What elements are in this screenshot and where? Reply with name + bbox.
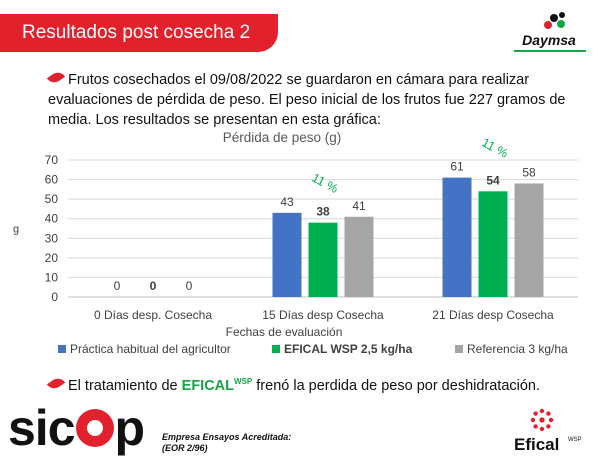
efical-product-text: EFICAL: [181, 377, 235, 394]
annotation-label: 11 %: [309, 171, 340, 196]
bar: [514, 183, 544, 297]
bar: [272, 212, 302, 297]
weight-loss-chart: Pérdida de peso (g) 0 10 20 30 40 50 60 70 g 0 Día…: [13, 130, 578, 356]
bar: [442, 177, 472, 297]
y-tick-label: 20: [45, 251, 59, 265]
daymsa-logo: Daymsa: [514, 12, 586, 52]
daymsa-logo-text: Daymsa: [522, 32, 576, 48]
conclusion-prefix: El tratamiento de: [68, 377, 182, 394]
bar: [478, 191, 508, 297]
page-title: Resultados post cosecha 2: [0, 14, 278, 52]
y-tick-label: 0: [51, 290, 58, 304]
bar: [308, 222, 338, 297]
legend-swatch: [272, 345, 280, 353]
legend-swatch: [58, 345, 66, 353]
efical-logo-sup: WSP: [568, 437, 582, 443]
annotation-label: 11 %: [479, 135, 510, 160]
data-label: 0: [150, 279, 157, 293]
conclusion-text: El tratamiento de EFICALWSP frenó la per…: [46, 375, 541, 394]
data-label: 41: [352, 199, 366, 213]
chart-title: Pérdida de peso (g): [223, 130, 342, 145]
y-tick-label: 30: [45, 231, 59, 245]
data-label: 58: [522, 165, 536, 179]
x-tick-label: 21 Días desp Cosecha: [432, 308, 554, 322]
y-tick-label: 60: [45, 173, 59, 187]
efical-product-sup: WSP: [234, 377, 253, 386]
legend-label: Referencia 3 kg/ha: [467, 342, 568, 356]
y-tick-label: 50: [45, 192, 59, 206]
y-tick-label: 70: [45, 153, 59, 167]
y-axis-label: g: [13, 224, 19, 236]
y-tick-label: 40: [45, 212, 59, 226]
legend-swatch: [455, 345, 463, 353]
intro-text: Frutos cosechados el 09/08/2022 se guard…: [46, 69, 568, 130]
x-tick-label: 0 Días desp. Cosecha: [94, 308, 212, 322]
sicop-note-line1: Empresa Ensayos Acreditada:: [162, 432, 292, 442]
sicop-note-line2: (EOR 2/96): [162, 443, 208, 453]
x-tick-label: 15 Días desp Cosecha: [262, 308, 384, 322]
x-axis-label: Fechas de evaluación: [226, 325, 343, 339]
data-label: 38: [316, 205, 330, 219]
legend-label: EFICAL WSP 2,5 kg/ha: [284, 342, 413, 356]
bar: [344, 216, 374, 297]
legend-label: Práctica habitual del agricultor: [70, 342, 231, 356]
data-label: 61: [450, 160, 464, 174]
conclusion-suffix: frenó la perdida de peso por deshidratac…: [252, 377, 541, 394]
leaf-bullet-icon: [46, 375, 66, 392]
data-label: 54: [486, 173, 500, 187]
efical-logo: Efical WSP: [514, 408, 582, 454]
data-label: 43: [280, 195, 294, 209]
intro-paragraph: Frutos cosechados el 09/08/2022 se guard…: [48, 72, 566, 128]
data-label: 0: [186, 279, 193, 293]
sicop-o-mark: [75, 409, 114, 447]
efical-product-name: EFICALWSP: [181, 377, 253, 394]
efical-logo-text: Efical: [514, 435, 559, 454]
sicop-logo: sic p: [8, 400, 145, 456]
y-tick-label: 10: [45, 270, 59, 284]
sicop-accreditation: Empresa Ensayos Acreditada: (EOR 2/96): [162, 432, 291, 454]
data-label: 0: [114, 279, 121, 293]
leaf-bullet-icon: [46, 69, 66, 86]
